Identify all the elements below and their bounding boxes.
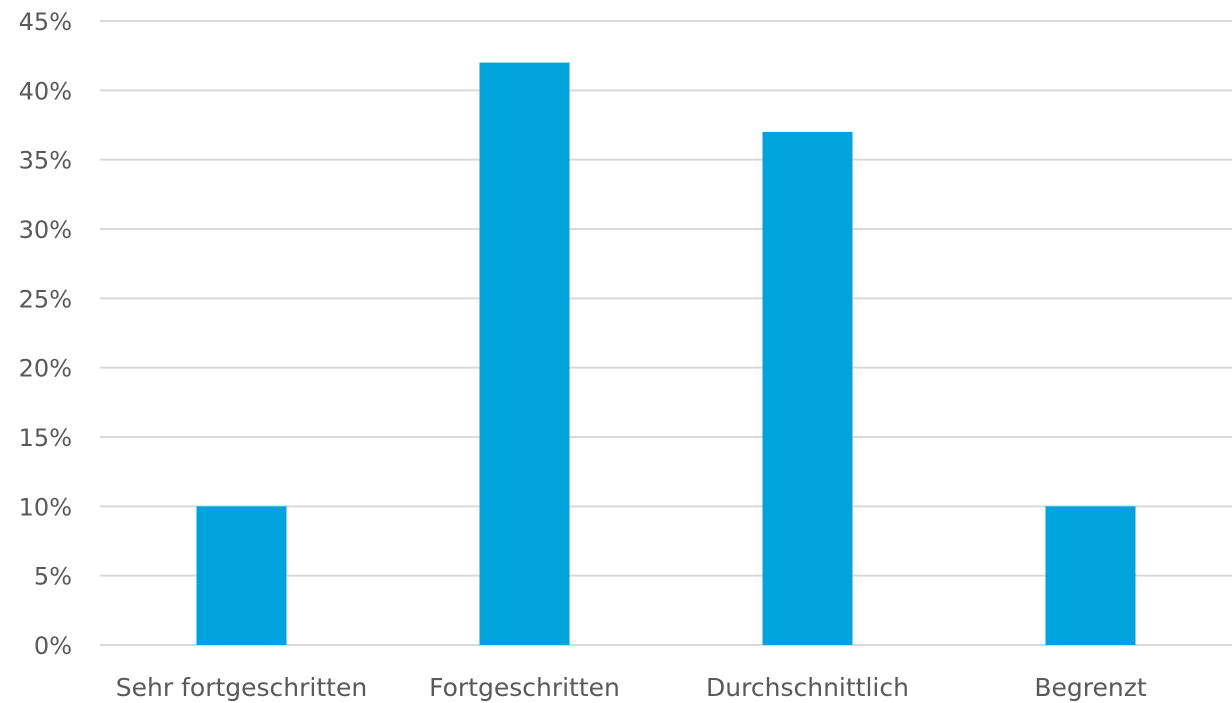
gridlines xyxy=(100,20,1232,646)
y-tick-label: 40% xyxy=(19,77,72,105)
x-tick-label: Fortgeschritten xyxy=(429,673,620,702)
y-axis: 0% 5% 10% 15% 20% 25% 30% 35% 40% 45% xyxy=(19,8,72,660)
y-tick-label: 10% xyxy=(19,493,72,521)
bar xyxy=(196,506,287,645)
y-tick-label: 45% xyxy=(19,8,72,36)
y-tick-label: 25% xyxy=(19,285,72,313)
y-tick-label: 15% xyxy=(19,424,72,452)
y-tick-label: 20% xyxy=(19,355,72,383)
bar xyxy=(479,62,570,646)
x-tick-label: Begrenzt xyxy=(1034,673,1146,702)
y-tick-label: 35% xyxy=(19,147,72,175)
bars xyxy=(196,62,1136,646)
x-tick-label: Sehr fortgeschritten xyxy=(116,673,367,702)
x-tick-label: Durchschnittlich xyxy=(706,673,909,702)
bar xyxy=(762,131,853,645)
x-axis: Sehr fortgeschritten Fortgeschritten Durch… xyxy=(116,673,1147,702)
y-tick-label: 0% xyxy=(34,632,72,660)
y-tick-label: 5% xyxy=(34,563,72,591)
bar xyxy=(1045,506,1136,645)
y-tick-label: 30% xyxy=(19,216,72,244)
